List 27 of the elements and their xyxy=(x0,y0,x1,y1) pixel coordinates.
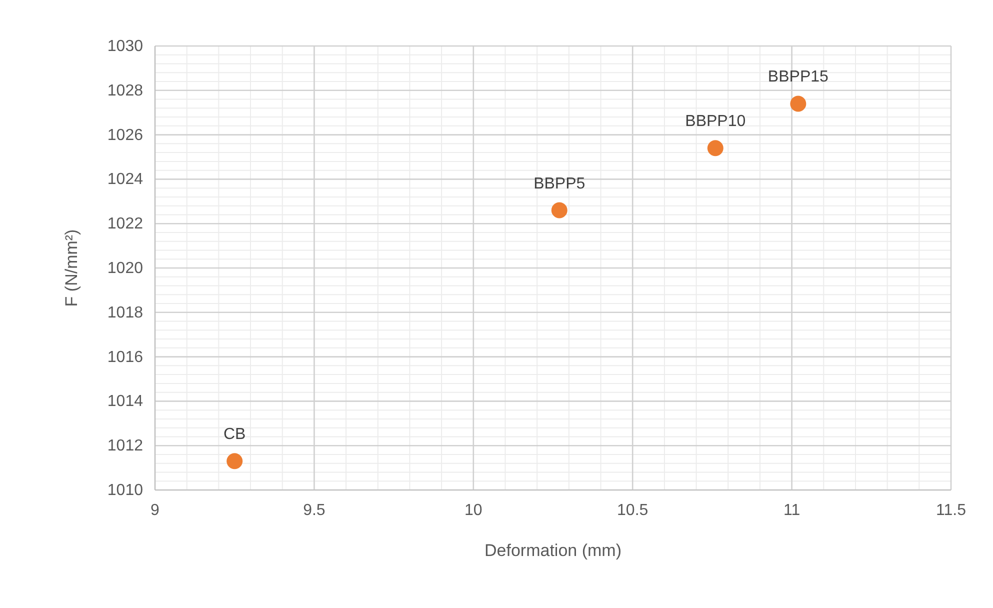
annotation: BBPP10 xyxy=(685,113,746,130)
x-axis-title: Deformation (mm) xyxy=(484,541,622,560)
y-tick-label: 1020 xyxy=(107,260,144,277)
annotation: BBPP5 xyxy=(534,175,586,192)
x-tick-label: 10 xyxy=(464,502,482,519)
x-tick-label: 11 xyxy=(783,502,800,519)
y-tick-label: 1016 xyxy=(107,348,144,366)
y-tick-label: 1030 xyxy=(107,38,144,55)
x-tick-label: 9 xyxy=(150,502,160,519)
x-tick-label: 9.5 xyxy=(303,502,326,519)
y-tick-label: 1026 xyxy=(107,126,144,144)
y-tick-label: 1010 xyxy=(107,482,144,499)
point xyxy=(790,96,806,112)
x-tick-label: 10.5 xyxy=(617,502,648,519)
x-tick-label: 11.5 xyxy=(936,502,966,519)
y-axis-title: F (N/mm²) xyxy=(62,229,81,307)
y-tick-label: 1022 xyxy=(107,216,144,233)
point xyxy=(226,453,243,470)
annotation: BBPP15 xyxy=(768,68,829,86)
point xyxy=(707,140,724,156)
point xyxy=(551,202,568,218)
y-tick-label: 1024 xyxy=(107,171,144,188)
y-tick-label: 1018 xyxy=(107,304,144,322)
y-tick-label: 1012 xyxy=(107,438,144,455)
y-tick-label: 1028 xyxy=(107,82,144,100)
y-tick-label: 1014 xyxy=(107,393,144,410)
annotation: CB xyxy=(223,426,246,444)
